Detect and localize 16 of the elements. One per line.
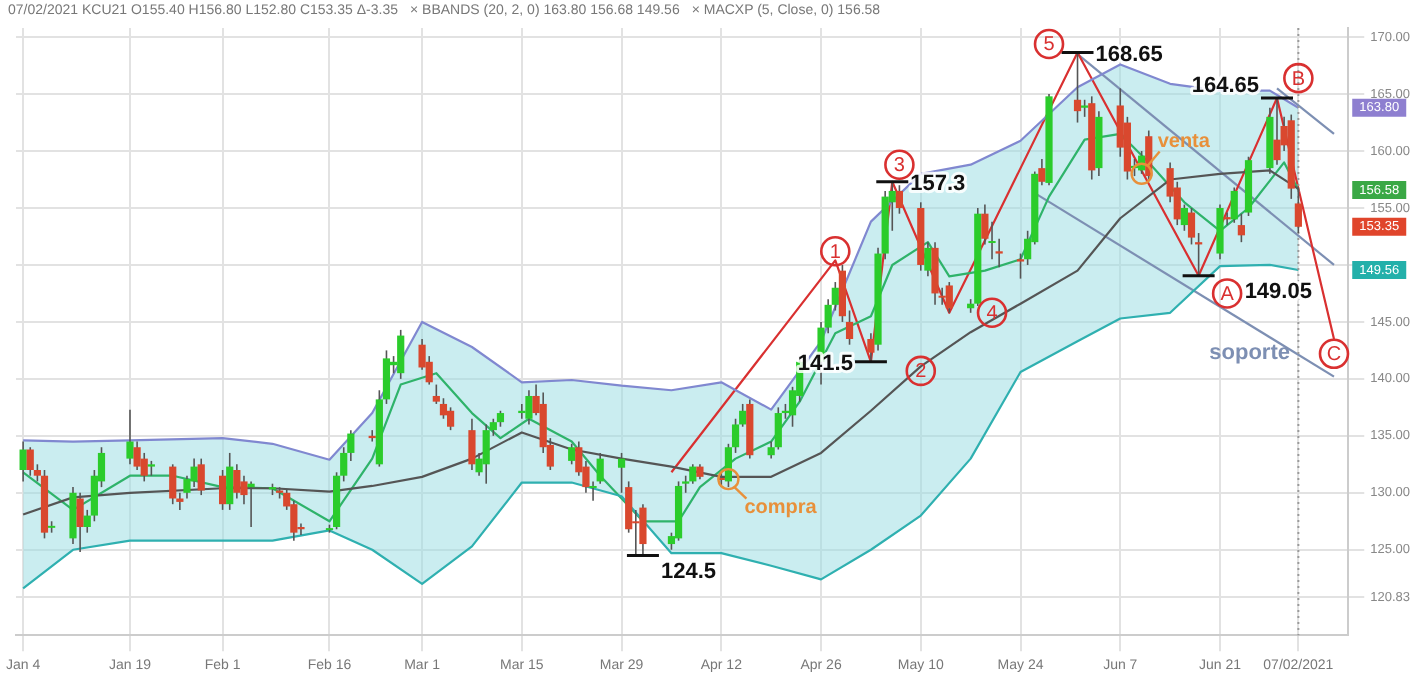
- annotation: C: [1326, 344, 1342, 367]
- annotation: 4: [986, 303, 999, 326]
- annotation: B: [1291, 68, 1306, 91]
- annotation: 2: [915, 361, 928, 384]
- annotation: compra: [744, 496, 818, 519]
- annotation: 164.65: [1191, 74, 1259, 99]
- annotation: 1: [829, 241, 842, 264]
- annotation: 168.65: [1095, 42, 1163, 67]
- annotation: 157.3: [910, 171, 966, 196]
- series-label: soporte: [1209, 340, 1290, 365]
- annotation: venta: [1157, 131, 1211, 154]
- annotation: 5: [1043, 34, 1056, 57]
- annotation: A: [1220, 283, 1235, 306]
- annotation: 149.05: [1244, 279, 1312, 304]
- annotation: 124.5: [660, 559, 716, 584]
- annotation: 3: [893, 155, 906, 178]
